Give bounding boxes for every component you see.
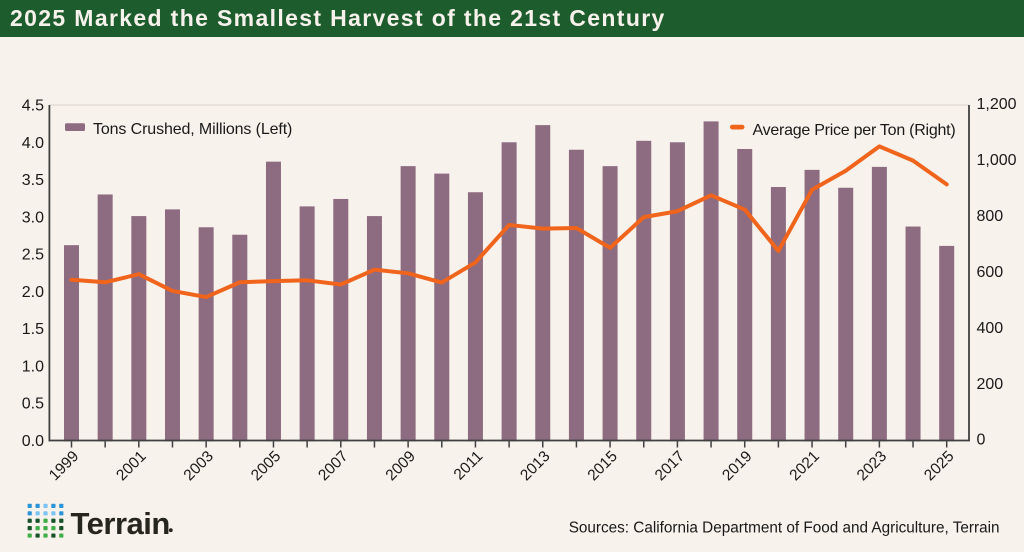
- svg-text:2.0: 2.0: [22, 284, 44, 301]
- svg-text:3.0: 3.0: [22, 209, 44, 226]
- svg-text:Terrain: Terrain: [71, 506, 170, 541]
- svg-text:1999: 1999: [46, 448, 82, 484]
- svg-text:2005: 2005: [248, 448, 284, 484]
- svg-text:1.0: 1.0: [22, 358, 44, 375]
- svg-text:400: 400: [977, 320, 1004, 337]
- svg-text:4.0: 4.0: [22, 135, 44, 152]
- svg-text:0.0: 0.0: [22, 433, 44, 450]
- svg-text:0: 0: [977, 432, 986, 449]
- svg-text:2015: 2015: [585, 448, 621, 484]
- svg-text:2007: 2007: [315, 448, 351, 484]
- svg-text:Sources: California Department: Sources: California Department of Food a…: [569, 520, 1000, 537]
- svg-text:4.5: 4.5: [22, 98, 44, 115]
- svg-text:2009: 2009: [383, 448, 419, 484]
- svg-text:2013: 2013: [517, 448, 553, 484]
- svg-text:800: 800: [977, 208, 1004, 225]
- svg-text:2019: 2019: [719, 448, 755, 484]
- svg-text:Tons Crushed, Millions (Left): Tons Crushed, Millions (Left): [93, 121, 292, 138]
- svg-text:2025: 2025: [921, 448, 957, 484]
- svg-text:200: 200: [977, 376, 1004, 393]
- svg-text:2.5: 2.5: [22, 247, 44, 264]
- svg-text:2021: 2021: [786, 448, 822, 484]
- svg-text:2001: 2001: [113, 448, 149, 484]
- svg-text:2011: 2011: [451, 448, 487, 484]
- svg-text:1,000: 1,000: [977, 152, 1017, 169]
- svg-text:2003: 2003: [181, 448, 217, 484]
- svg-text:1,200: 1,200: [977, 96, 1017, 113]
- svg-text:Average Price per Ton (Right): Average Price per Ton (Right): [753, 122, 956, 139]
- svg-text:0.5: 0.5: [22, 396, 44, 413]
- svg-text:3.5: 3.5: [22, 172, 44, 189]
- svg-text:2017: 2017: [652, 448, 688, 484]
- svg-text:2023: 2023: [854, 448, 890, 484]
- svg-text:600: 600: [977, 264, 1004, 281]
- svg-text:1.5: 1.5: [22, 321, 44, 338]
